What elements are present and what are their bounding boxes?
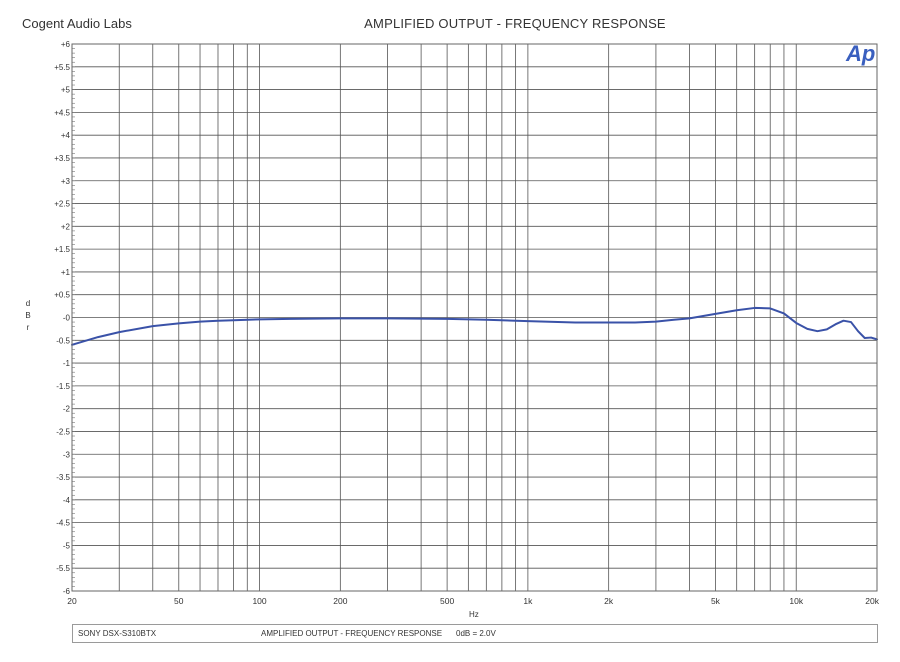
x-tick-label: 20: [67, 596, 77, 606]
x-tick-label: 500: [440, 596, 454, 606]
y-tick-label: -1.5: [56, 382, 70, 391]
response-curve: [71, 306, 878, 346]
y-tick-label: +1.5: [54, 245, 70, 254]
x-tick-label: 10k: [789, 596, 803, 606]
y-tick-label: +4: [61, 131, 71, 140]
y-tick-label: -4: [63, 496, 71, 505]
footer-reference: 0dB = 2.0V: [456, 629, 496, 638]
y-tick-label: +5: [61, 86, 71, 95]
x-tick-labels: 20 50 100 200 500 1k 2k 5k 10k 20k: [67, 596, 879, 606]
x-tick-label: 20k: [865, 596, 879, 606]
company-name: Cogent Audio Labs: [22, 16, 132, 31]
footer-device: SONY DSX-S310BTX: [78, 629, 157, 638]
x-tick-label: 200: [333, 596, 347, 606]
x-tick-label: 50: [174, 596, 184, 606]
y-tick-label: -3.5: [56, 473, 70, 482]
y-tick-label: +1: [61, 268, 71, 277]
footer-description: AMPLIFIED OUTPUT - FREQUENCY RESPONSE: [261, 629, 443, 638]
y-tick-label: -2: [63, 405, 71, 414]
y-tick-label: -1: [63, 359, 71, 368]
y-tick-label: -6: [63, 587, 71, 596]
chart-series: [71, 306, 878, 346]
y-tick-label: +2: [61, 222, 71, 231]
chart-grid: [71, 43, 878, 592]
y-tick-label: +6: [61, 40, 71, 49]
plot-frame: [71, 43, 878, 592]
y-tick-label: +0.5: [54, 291, 70, 300]
footer-info-bar: SONY DSX-S310BTX AMPLIFIED OUTPUT - FREQ…: [72, 624, 878, 643]
x-tick-label: 2k: [604, 596, 614, 606]
y-tick-label: -4.5: [56, 519, 70, 528]
x-tick-label: 100: [252, 596, 266, 606]
chart-title: AMPLIFIED OUTPUT - FREQUENCY RESPONSE: [364, 16, 666, 31]
ap-logo-icon: Ap: [845, 41, 875, 66]
y-tick-labels: +6 +5.5 +5 +4.5 +4 +3.5 +3 +2.5 +2 +1.5 +1 +0.5 -0 -0…: [54, 40, 70, 596]
y-tick-label: -0: [63, 314, 71, 323]
x-axis-label: Hz: [469, 610, 479, 619]
y-tick-label: +5.5: [54, 63, 70, 72]
x-tick-label: 5k: [711, 596, 721, 606]
y-tick-label: -2.5: [56, 427, 70, 436]
y-tick-label: +3: [61, 177, 71, 186]
y-tick-label: -5.5: [56, 564, 70, 573]
y-tick-label: +2.5: [54, 200, 70, 209]
y-tick-label: -5: [63, 541, 71, 550]
y-tick-label: -0.5: [56, 336, 70, 345]
svg-text:Ap: Ap: [845, 41, 875, 66]
x-tick-label: 1k: [523, 596, 533, 606]
y-tick-label: +4.5: [54, 108, 70, 117]
y-tick-label: +3.5: [54, 154, 70, 163]
y-tick-label: -3: [63, 450, 71, 459]
